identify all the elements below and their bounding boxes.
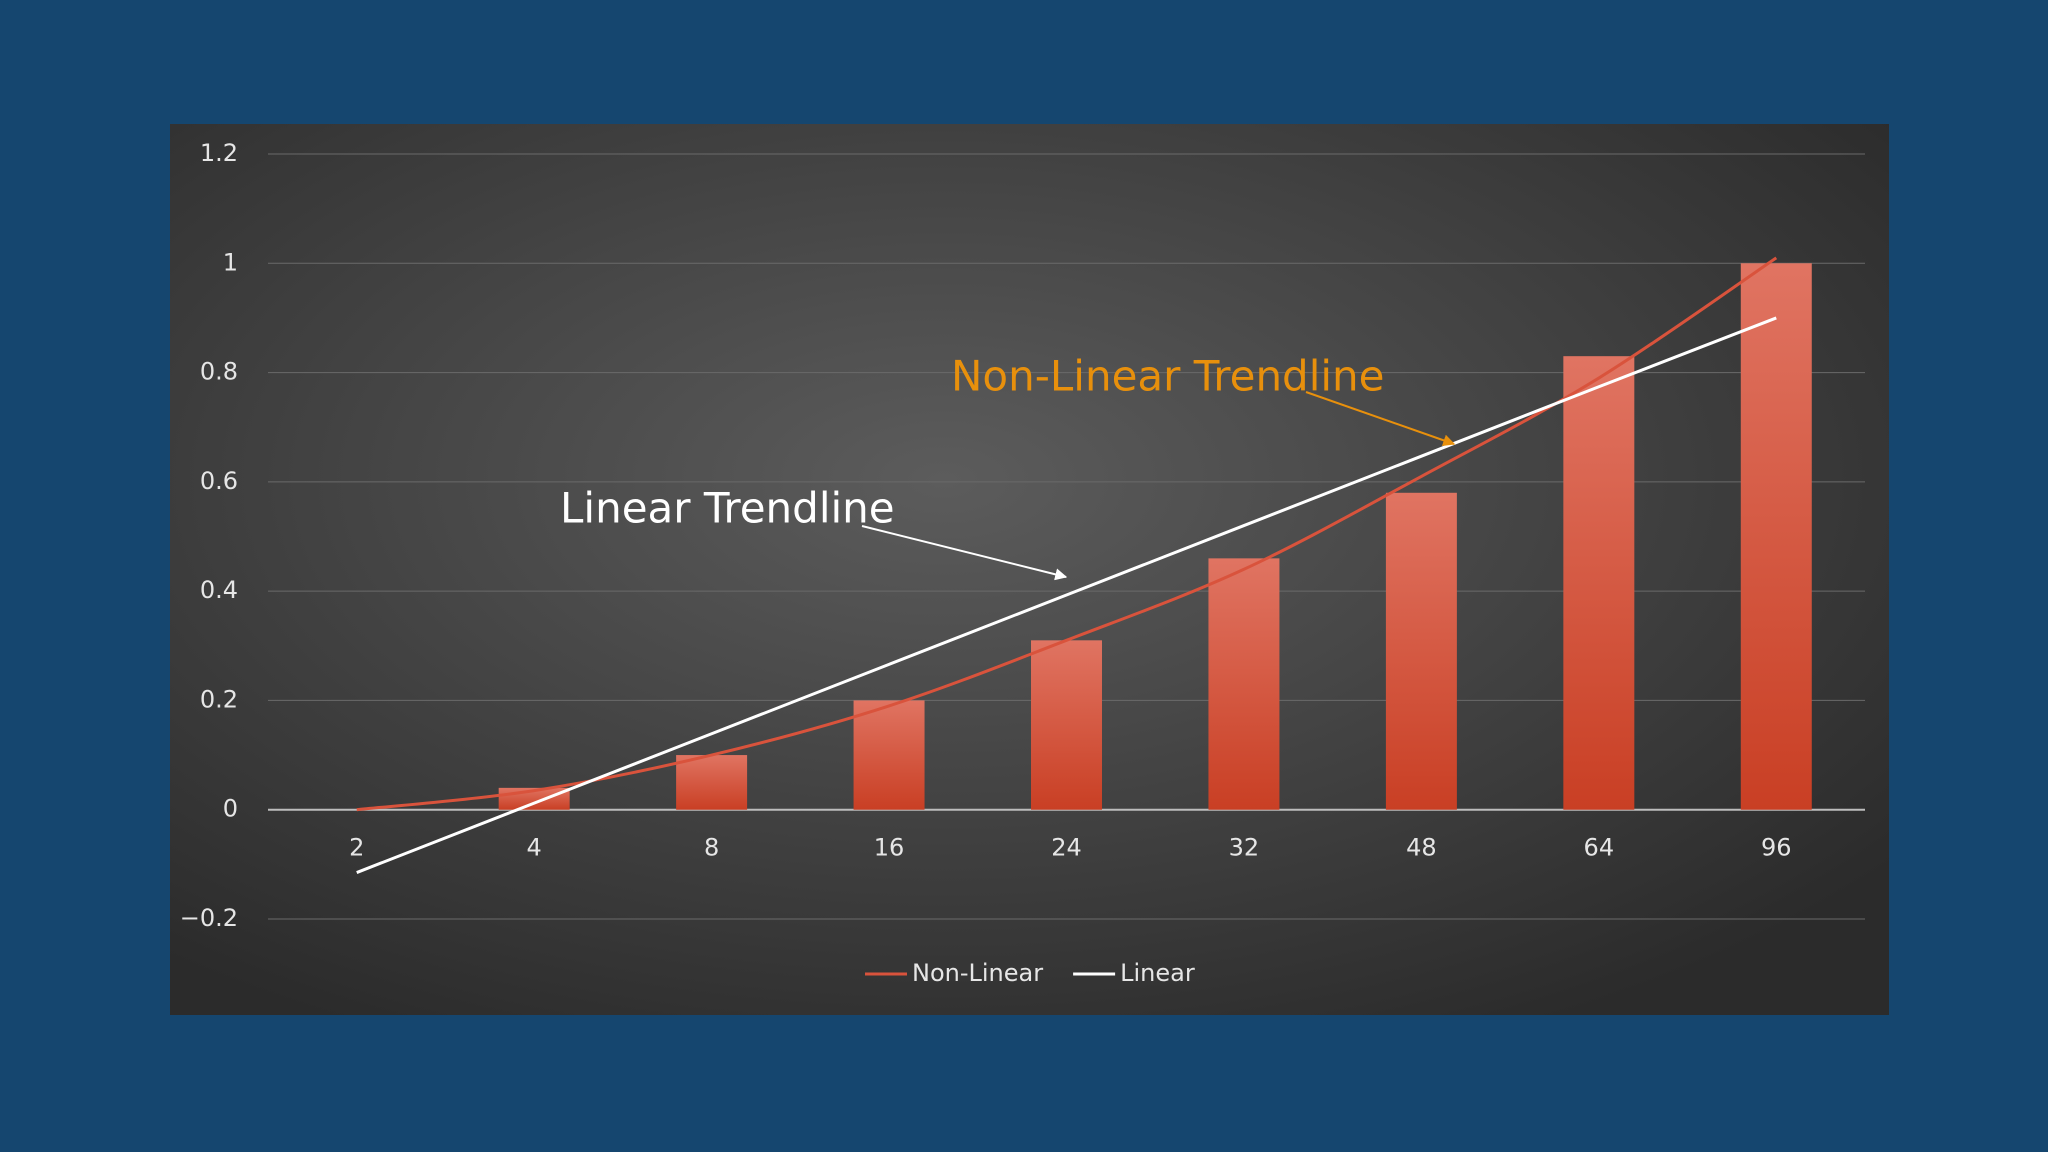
y-tick-label: 0.4	[200, 576, 238, 604]
legend-label: Non-Linear	[912, 959, 1043, 987]
x-tick-label: 2	[349, 834, 364, 862]
bar	[1208, 558, 1280, 810]
bar	[1740, 263, 1812, 810]
y-tick-label: 1	[223, 248, 238, 276]
x-tick-label: 64	[1584, 834, 1615, 862]
y-tick-label: 0	[223, 795, 238, 823]
bar	[1563, 356, 1635, 810]
bar	[1031, 640, 1102, 810]
x-tick-label: 32	[1229, 834, 1260, 862]
x-tick-label: 4	[527, 834, 542, 862]
y-tick-label: 0.8	[200, 358, 238, 386]
trendline	[356, 316, 1777, 874]
legend-label: Linear	[1120, 959, 1195, 987]
x-tick-label: 96	[1761, 834, 1792, 862]
annotation-arrow	[861, 525, 1068, 581]
y-tick-label: 0.6	[200, 467, 238, 495]
x-tick-label: 16	[874, 834, 905, 862]
x-tick-label: 48	[1406, 834, 1437, 862]
annotation: Non-Linear Trendline	[951, 352, 1385, 401]
x-tick-label: 8	[704, 834, 719, 862]
y-tick-label: −0.2	[180, 904, 238, 932]
annotation-arrow	[1305, 391, 1456, 447]
bar	[1385, 492, 1457, 810]
bar	[676, 755, 748, 810]
y-tick-label: 1.2	[200, 139, 238, 167]
y-tick-label: 0.2	[200, 685, 238, 713]
annotation: Linear Trendline	[560, 484, 895, 533]
bar	[853, 700, 925, 810]
x-tick-label: 24	[1051, 834, 1082, 862]
